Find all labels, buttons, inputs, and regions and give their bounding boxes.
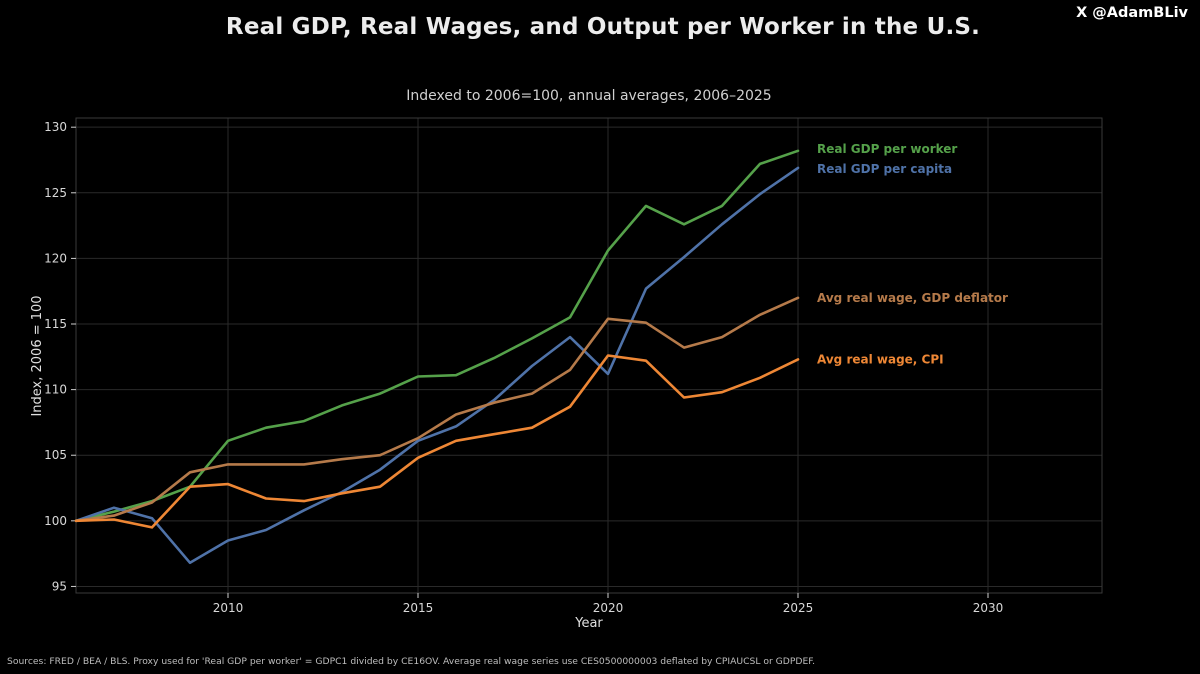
series-line-avg-real-wage-cpi — [74, 354, 800, 529]
series-label-avg-real-wage-cpi: Avg real wage, CPI — [817, 352, 944, 366]
source-note: Sources: FRED / BEA / BLS. Proxy used fo… — [7, 656, 816, 667]
series-lines — [74, 149, 800, 565]
y-tick-label: 120 — [44, 251, 67, 265]
y-tick-label: 110 — [44, 383, 67, 397]
plot-area-frame — [75, 117, 1103, 594]
y-axis-label: Index, 2006 = 100 — [30, 295, 45, 416]
x-axis-label: Year — [574, 616, 603, 631]
series-label-real-gdp-per-worker: Real GDP per worker — [817, 142, 957, 156]
y-tick-label: 125 — [44, 186, 67, 200]
x-tick-label: 2030 — [973, 601, 1004, 615]
author-handle: X @AdamBLiv — [1076, 5, 1188, 21]
series-label-avg-real-wage-gdp-deflator: Avg real wage, GDP deflator — [817, 291, 1008, 305]
x-tick-label: 2010 — [213, 601, 244, 615]
series-line-real-gdp-per-worker — [74, 149, 800, 523]
series-line-avg-real-wage-gdp-deflator — [74, 296, 800, 523]
chart-subtitle: Indexed to 2006=100, annual averages, 20… — [406, 88, 772, 104]
series-label-real-gdp-per-capita: Real GDP per capita — [817, 162, 952, 176]
series-line-real-gdp-per-capita — [74, 166, 800, 565]
x-tick-label: 2020 — [593, 601, 624, 615]
x-axis-ticks: 2010 2015 2020 2025 2030 — [213, 593, 1004, 615]
x-tick-label: 2015 — [403, 601, 434, 615]
chart-title: Real GDP, Real Wages, and Output per Wor… — [225, 14, 981, 40]
x-tick-label: 2025 — [783, 601, 814, 615]
y-tick-label: 95 — [52, 579, 67, 593]
y-tick-label: 130 — [44, 120, 67, 134]
y-axis-ticks: 95 100 105 110 115 120 125 130 — [44, 120, 76, 593]
y-tick-label: 100 — [44, 514, 67, 528]
y-tick-label: 115 — [44, 317, 67, 331]
grid-lines — [76, 118, 1102, 593]
y-tick-label: 105 — [44, 448, 67, 462]
series-labels: Real GDP per worker Real GDP per capita Av… — [817, 142, 1008, 367]
